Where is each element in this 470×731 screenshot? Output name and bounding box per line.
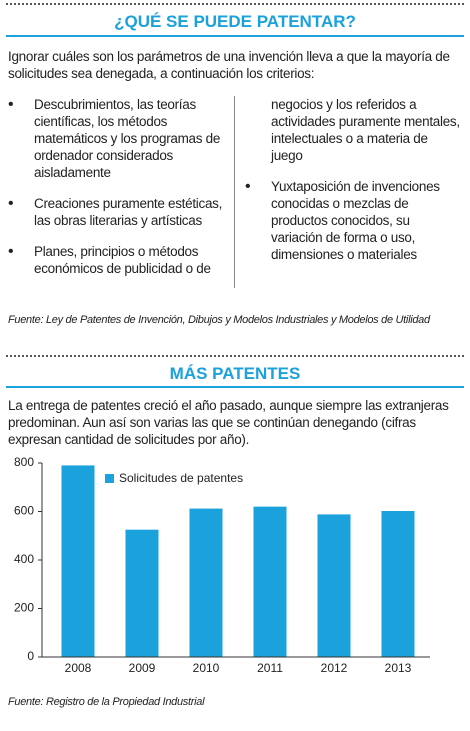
x-tick-label: 2010 (193, 661, 220, 675)
source-note: Fuente: Ley de Patentes de Invención, Di… (8, 314, 430, 326)
intro-text: La entrega de patentes creció el año pas… (8, 398, 449, 447)
section-title: MÁS PATENTES (169, 364, 301, 383)
x-tick-label: 2008 (65, 661, 92, 675)
bar (61, 465, 95, 657)
criteria-list: Descubrimientos, las teorías científicas… (8, 96, 460, 288)
y-tick-label: 600 (14, 504, 34, 518)
section-title: ¿QUÉ SE PUEDE PATENTAR? (114, 12, 356, 31)
x-tick-label: 2012 (321, 661, 348, 675)
criteria-item: Yuxtaposición de invenciones conocidas o… (245, 178, 460, 263)
criteria-item: Creaciones puramente estéticas, las obra… (8, 195, 223, 229)
bar (189, 508, 223, 657)
source-note: Fuente: Registro de la Propiedad Industr… (8, 696, 205, 708)
criteria-item: Descubrimientos, las teorías científicas… (8, 96, 223, 181)
y-tick-label: 200 (14, 601, 34, 615)
intro-text: Ignorar cuáles son los parámetros de una… (8, 49, 450, 81)
y-tick-label: 400 (14, 552, 34, 566)
criteria-item: Planes, principios o métodos económicos … (8, 96, 460, 288)
x-tick-label: 2013 (385, 661, 412, 675)
bar (381, 511, 415, 657)
x-tick-label: 2011 (257, 661, 283, 675)
dotted-separator (6, 355, 464, 357)
legend-swatch (105, 474, 114, 483)
chart: 0 200 400 600 800 Solicitudes de patentes 2008… (14, 455, 430, 675)
y-tick-label: 800 (14, 455, 34, 469)
y-tick-label: 0 (27, 649, 34, 663)
criteria-columns: Descubrimientos, las teorías científicas… (8, 96, 460, 288)
dotted-separator (6, 3, 464, 5)
x-tick-label: 2009 (129, 661, 156, 675)
bar (317, 514, 351, 657)
bar (125, 529, 159, 657)
title-rule (6, 35, 464, 37)
title-rule (6, 386, 464, 388)
bar (253, 506, 287, 657)
legend-label: Solicitudes de patentes (119, 471, 243, 485)
